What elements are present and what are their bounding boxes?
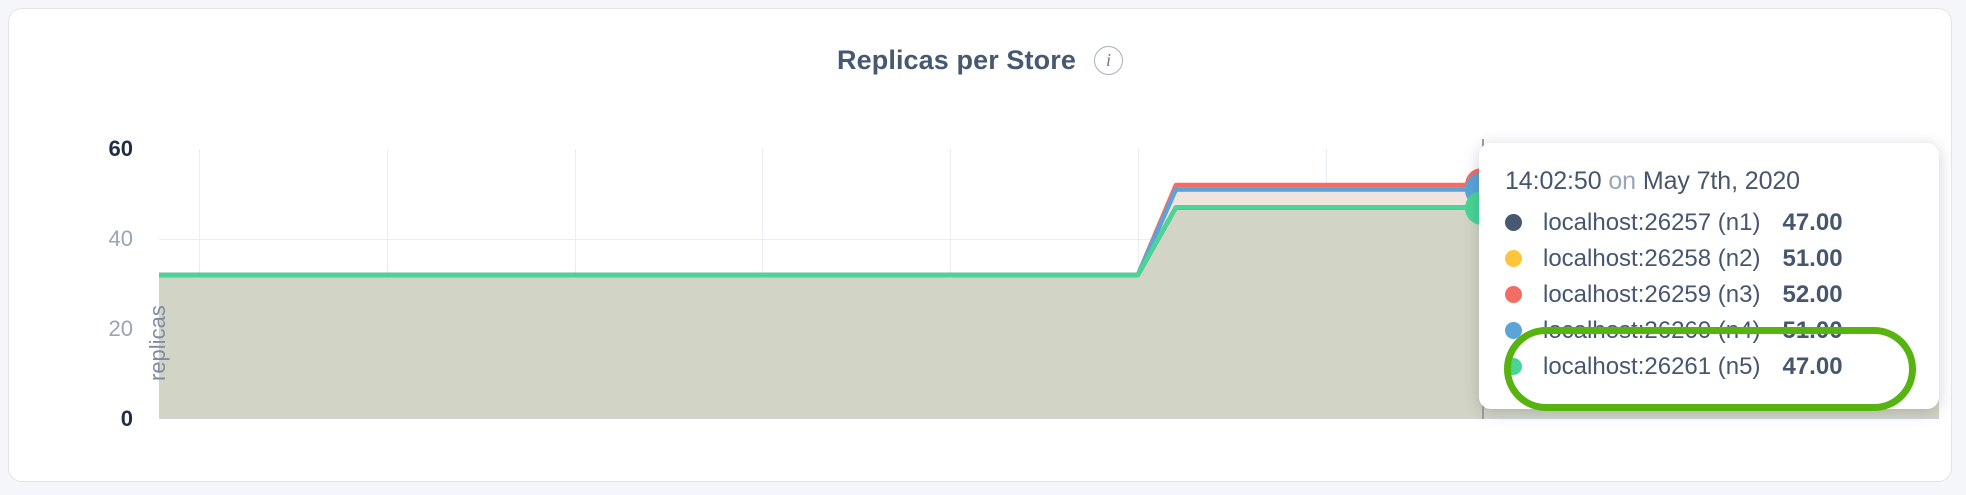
info-icon[interactable]: i bbox=[1093, 46, 1123, 75]
page-title: Replicas per Store bbox=[837, 45, 1076, 75]
tooltip-time: 14:02:50 bbox=[1505, 167, 1602, 195]
tooltip-series-value: 51.00 bbox=[1782, 316, 1843, 344]
tooltip-row: localhost:26258 (n2) 51.00 bbox=[1505, 242, 1913, 275]
y-tick-label: 60 bbox=[108, 136, 133, 161]
series-color-dot bbox=[1505, 322, 1522, 339]
gridline-horizontal bbox=[159, 239, 1939, 240]
tooltip-date: May 7th, 2020 bbox=[1642, 167, 1800, 195]
tooltip-on-word: on bbox=[1608, 167, 1636, 195]
tooltip-series-label: localhost:26260 (n4) bbox=[1543, 316, 1761, 344]
tooltip-series-label: localhost:26258 (n2) bbox=[1543, 244, 1761, 272]
tooltip-series-label: localhost:26259 (n3) bbox=[1543, 280, 1761, 308]
tooltip-timestamp: 14:02:50 on May 7th, 2020 bbox=[1505, 167, 1913, 196]
tooltip-series-value: 47.00 bbox=[1782, 352, 1843, 380]
x-axis-line bbox=[159, 418, 1939, 419]
series-color-dot bbox=[1505, 286, 1522, 303]
tooltip-series-label: localhost:26261 (n5) bbox=[1543, 352, 1761, 380]
tooltip-row: localhost:26260 (n4) 51.00 bbox=[1505, 314, 1913, 347]
tooltip-series-value: 51.00 bbox=[1782, 244, 1843, 272]
tooltip-series-label: localhost:26257 (n1) bbox=[1543, 208, 1761, 236]
y-tick-label: 40 bbox=[108, 226, 133, 251]
tooltip-row: localhost:26259 (n3) 52.00 bbox=[1505, 278, 1913, 311]
tooltip-series-value: 47.00 bbox=[1782, 208, 1843, 236]
y-axis-title: replicas bbox=[145, 305, 170, 381]
series-color-dot bbox=[1505, 250, 1522, 267]
y-tick-label: 0 bbox=[120, 406, 133, 431]
tooltip-rows: localhost:26257 (n1) 47.00 localhost:26258… bbox=[1505, 206, 1913, 383]
chart-header: Replicas per Store i bbox=[9, 45, 1951, 76]
series-color-dot bbox=[1505, 214, 1522, 231]
series-color-dot bbox=[1505, 358, 1522, 375]
y-tick-label: 20 bbox=[108, 316, 133, 341]
hover-tooltip: 14:02:50 on May 7th, 2020 localhost:2625… bbox=[1479, 143, 1939, 409]
tooltip-row: localhost:26261 (n5) 47.00 bbox=[1505, 350, 1913, 383]
tooltip-series-value: 52.00 bbox=[1782, 280, 1843, 308]
tooltip-row: localhost:26257 (n1) 47.00 bbox=[1505, 206, 1913, 239]
